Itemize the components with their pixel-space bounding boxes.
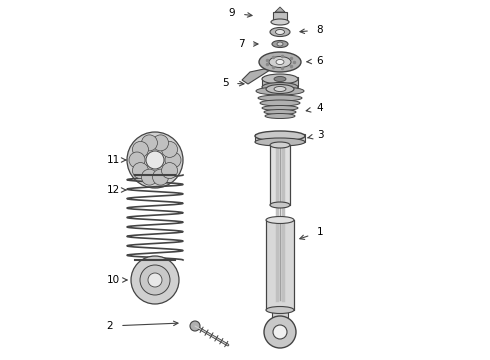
Ellipse shape (265, 113, 295, 118)
Circle shape (132, 163, 148, 179)
Circle shape (162, 163, 177, 179)
Circle shape (264, 316, 296, 348)
Text: 6: 6 (317, 56, 323, 66)
Circle shape (131, 256, 179, 304)
Circle shape (165, 152, 181, 168)
Circle shape (132, 141, 148, 157)
Ellipse shape (274, 77, 286, 81)
Circle shape (142, 135, 157, 151)
Text: 11: 11 (106, 155, 120, 165)
Circle shape (152, 169, 169, 185)
Ellipse shape (260, 100, 300, 106)
Ellipse shape (270, 27, 290, 36)
Text: 9: 9 (229, 8, 235, 18)
Ellipse shape (266, 216, 294, 224)
Text: 5: 5 (221, 78, 228, 88)
Text: 8: 8 (317, 25, 323, 35)
Circle shape (148, 273, 162, 287)
Ellipse shape (262, 74, 298, 84)
FancyBboxPatch shape (270, 145, 290, 205)
Ellipse shape (262, 105, 298, 111)
Ellipse shape (270, 202, 290, 208)
Circle shape (129, 152, 145, 168)
Circle shape (142, 169, 157, 185)
Text: 10: 10 (106, 275, 120, 285)
Ellipse shape (266, 306, 294, 314)
Ellipse shape (277, 42, 283, 46)
Circle shape (190, 321, 200, 331)
Text: 7: 7 (238, 39, 245, 49)
Text: 2: 2 (107, 321, 113, 331)
Ellipse shape (276, 59, 284, 64)
FancyBboxPatch shape (262, 77, 298, 87)
Ellipse shape (274, 86, 286, 91)
Text: 4: 4 (317, 103, 323, 113)
Circle shape (146, 151, 164, 169)
FancyBboxPatch shape (272, 138, 288, 158)
Ellipse shape (258, 95, 302, 101)
Circle shape (127, 132, 183, 188)
Ellipse shape (269, 57, 291, 68)
Text: 1: 1 (317, 227, 323, 237)
Ellipse shape (255, 138, 305, 146)
Polygon shape (242, 69, 270, 84)
Ellipse shape (262, 82, 298, 91)
Circle shape (162, 141, 177, 157)
Polygon shape (275, 7, 285, 12)
Ellipse shape (259, 52, 301, 72)
Ellipse shape (275, 30, 285, 35)
FancyBboxPatch shape (266, 220, 294, 310)
Ellipse shape (266, 85, 294, 94)
FancyBboxPatch shape (255, 134, 305, 142)
Circle shape (273, 325, 287, 339)
Ellipse shape (272, 40, 288, 48)
Ellipse shape (264, 109, 296, 114)
Text: 12: 12 (106, 185, 120, 195)
Ellipse shape (270, 142, 290, 148)
Ellipse shape (256, 87, 304, 95)
FancyBboxPatch shape (273, 12, 287, 20)
Circle shape (152, 135, 169, 151)
Circle shape (140, 265, 170, 295)
Polygon shape (272, 312, 288, 318)
Text: 3: 3 (317, 130, 323, 140)
Ellipse shape (255, 131, 305, 141)
Ellipse shape (271, 19, 289, 25)
